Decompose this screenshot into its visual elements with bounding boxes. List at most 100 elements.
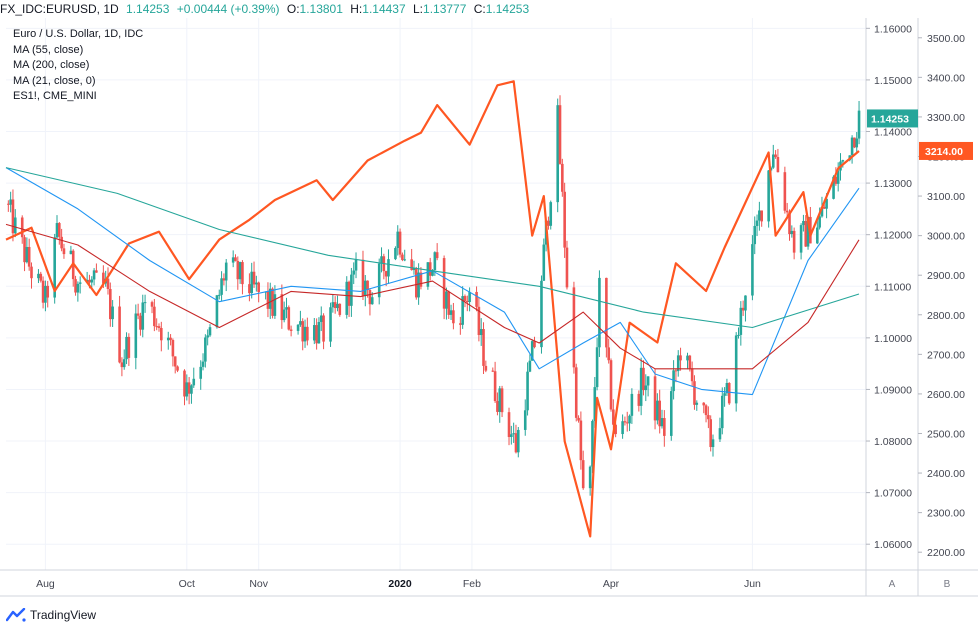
candle-body — [53, 237, 56, 298]
candle-body — [771, 154, 775, 168]
candle-body — [607, 347, 610, 361]
candle-body — [686, 355, 689, 361]
y-right-tick-label: 3300.00 — [927, 112, 965, 124]
candle-body — [751, 244, 754, 296]
candle-body — [435, 252, 439, 259]
candle-body — [187, 382, 191, 394]
candle-body — [690, 368, 694, 382]
legend-overlay[interactable]: ES1!, CME_MINI — [13, 90, 97, 102]
symbol-label[interactable]: FX_IDC:EURUSD, 1D — [0, 2, 119, 16]
candle-body — [855, 138, 859, 148]
candle-body — [530, 341, 534, 361]
scale-a-button[interactable]: A — [889, 579, 896, 590]
candle-body — [688, 355, 692, 369]
candle-body — [11, 199, 15, 234]
candle-body — [417, 272, 420, 298]
candle-body — [248, 284, 251, 294]
candle-body — [612, 409, 615, 425]
candle-body — [257, 282, 260, 292]
candle-body — [238, 262, 242, 280]
low-label: L: — [413, 2, 424, 16]
candle-body — [46, 285, 50, 298]
candle-body — [753, 225, 757, 245]
candle-body — [319, 315, 323, 322]
plot-background — [0, 18, 978, 570]
candle-body — [479, 329, 483, 336]
candle-body — [289, 329, 293, 331]
candle-body — [118, 306, 121, 363]
candle-body — [361, 259, 365, 296]
candle-body — [39, 273, 43, 281]
es1-overlay-line — [5, 80, 860, 538]
candle-body — [331, 302, 335, 308]
candle-body — [78, 282, 82, 284]
grid — [0, 18, 978, 570]
candle-body — [76, 283, 80, 293]
candle-body — [27, 246, 31, 267]
candle-body — [822, 206, 826, 209]
candle-body — [185, 382, 189, 397]
candle-body — [558, 105, 562, 164]
candle-body — [465, 300, 469, 303]
candle-body — [565, 247, 569, 288]
candle-body — [252, 271, 256, 285]
candle-body — [303, 326, 307, 342]
candle-body — [674, 370, 678, 372]
y-right-tick-label: 3000.00 — [927, 231, 965, 243]
candle-body — [628, 415, 631, 424]
candle-body — [818, 216, 821, 228]
candle-body — [44, 285, 47, 303]
candle-body — [836, 170, 840, 184]
tradingview-footer[interactable]: TradingView — [6, 605, 96, 625]
candle-body — [208, 327, 212, 336]
candle-body — [574, 367, 578, 418]
open-value: 1.13801 — [299, 2, 343, 16]
candle-body — [625, 422, 629, 424]
candle-body — [832, 176, 835, 199]
candle-body — [266, 291, 270, 309]
candle-body — [41, 280, 45, 303]
ma200-line — [5, 167, 860, 329]
candle-body — [790, 230, 794, 235]
candle-body — [69, 250, 73, 255]
candle-body — [183, 370, 186, 397]
candle-body — [401, 254, 404, 260]
candle-body — [579, 420, 583, 461]
candle-body — [134, 313, 138, 358]
candle-body — [236, 260, 240, 280]
candle-body — [403, 259, 407, 261]
candle-body — [549, 202, 553, 226]
candle-body — [347, 281, 351, 306]
legend-ma55[interactable]: MA (55, close) — [13, 43, 84, 56]
y-left-tick-label: 1.13000 — [874, 178, 912, 190]
candle-body — [653, 376, 657, 421]
candle-body — [166, 337, 170, 341]
legend-title[interactable]: Euro / U.S. Dollar, 1D, IDC — [13, 28, 144, 40]
x-tick-label: 2020 — [388, 578, 412, 590]
candle-body — [514, 433, 518, 453]
candle-body — [834, 176, 838, 184]
candle-body — [329, 307, 332, 342]
candle-body — [431, 270, 434, 276]
candle-body — [102, 272, 105, 284]
candle-body — [498, 388, 502, 412]
y-left-tick-label: 1.07000 — [874, 488, 912, 500]
candle-body — [707, 415, 710, 420]
scale-b-button[interactable]: B — [944, 579, 951, 590]
candle-body — [271, 288, 274, 316]
candle-body — [792, 230, 796, 253]
candle-body — [9, 199, 12, 205]
candle-body — [598, 277, 601, 348]
legend-ma21[interactable]: MA (21, close, 0) — [13, 74, 96, 87]
candle-body — [463, 296, 467, 301]
candle-body — [533, 341, 536, 348]
x-tick-label: Aug — [36, 578, 55, 590]
candle-body — [841, 160, 845, 162]
y-left-tick-label: 1.10000 — [874, 333, 912, 345]
ma55-line — [5, 167, 860, 396]
legend-ma200[interactable]: MA (200, close) — [13, 59, 90, 71]
candle-body — [482, 329, 485, 366]
candle-body — [58, 223, 61, 237]
candle-body — [222, 278, 226, 281]
